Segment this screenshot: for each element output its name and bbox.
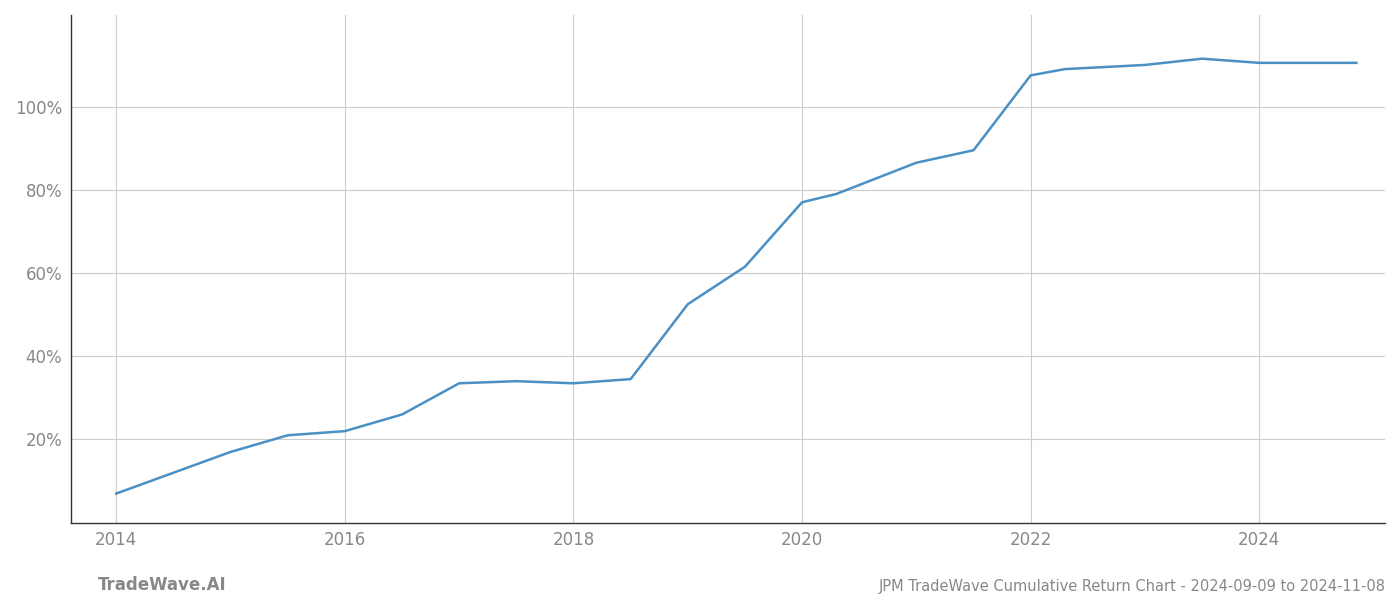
Text: JPM TradeWave Cumulative Return Chart - 2024-09-09 to 2024-11-08: JPM TradeWave Cumulative Return Chart - … bbox=[879, 579, 1386, 594]
Text: TradeWave.AI: TradeWave.AI bbox=[98, 576, 227, 594]
